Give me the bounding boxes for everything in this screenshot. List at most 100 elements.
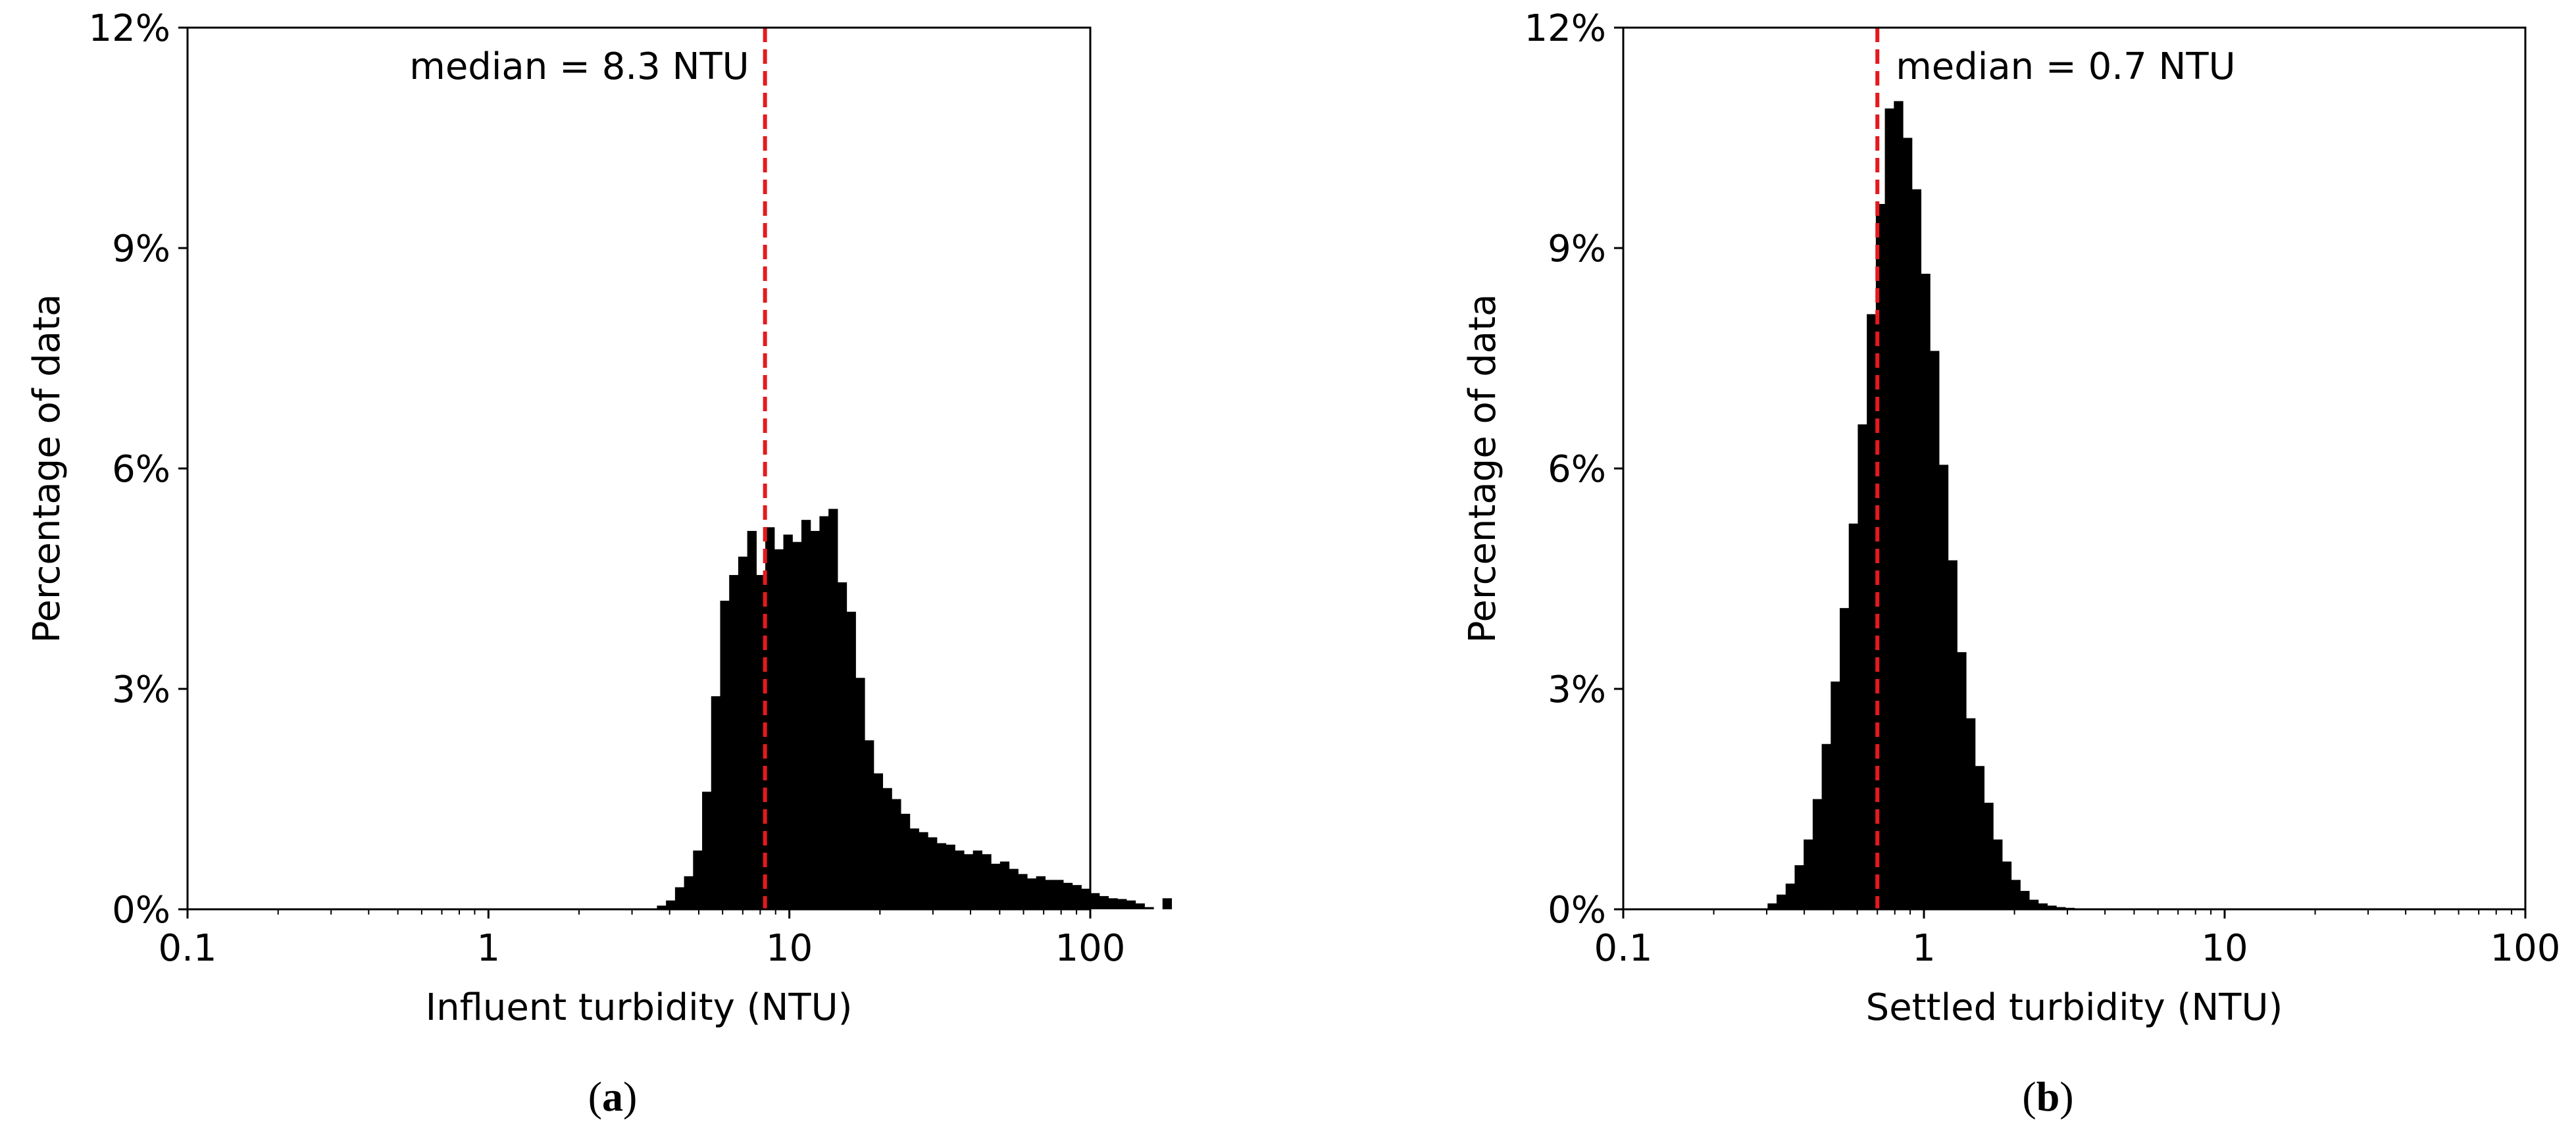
histogram-bar [1785, 883, 1796, 909]
histogram-bar [1921, 274, 1931, 910]
histogram-bar [1848, 523, 1859, 909]
histogram-bar [1072, 885, 1082, 909]
histogram-bar [999, 861, 1010, 909]
histogram-bar [936, 843, 947, 909]
x-axis-label: Influent turbidity (NTU) [426, 986, 853, 1029]
histogram-bar [1063, 882, 1073, 909]
histogram-bar [666, 900, 676, 909]
histogram-bar [657, 905, 667, 909]
histogram-bar [684, 876, 694, 909]
histogram-bar [2038, 903, 2048, 909]
histogram-bar [1144, 907, 1154, 909]
histogram-bar [1794, 865, 1804, 909]
histogram-bar [963, 854, 974, 909]
histogram-bar [928, 837, 938, 909]
histogram-bar [1162, 898, 1173, 909]
histogram-bar [837, 582, 847, 909]
y-tick-label: 9% [112, 228, 170, 270]
histogram-bar [2047, 905, 2057, 909]
histogram-bar [882, 788, 892, 909]
histogram-bar [1903, 138, 1913, 909]
histogram-bar [1135, 903, 1145, 909]
y-tick-label: 6% [1548, 448, 1606, 491]
histogram-bar [1993, 839, 2003, 909]
y-tick-label: 9% [1548, 228, 1606, 270]
axes-frame [1622, 26, 2527, 911]
histogram-bar [2011, 880, 2021, 909]
chart-panel-b: median = 0.7 NTU 0% 3% 6% 9% 12% 0.1 1 10 100 Sett… [1461, 7, 2560, 1120]
x-tick-label: 1 [1912, 927, 1936, 970]
histogram-bar [747, 530, 757, 909]
x-tick-label: 0.1 [158, 927, 216, 970]
x-tick-label: 10 [766, 927, 813, 970]
histogram-bar [1975, 766, 1984, 909]
histogram-bar [1884, 108, 1894, 910]
histogram-bar [2020, 891, 2030, 909]
histogram-bar [1911, 189, 1922, 909]
histogram-bar [846, 611, 856, 909]
histogram-bar [783, 534, 793, 909]
histogram-bar [2002, 861, 2012, 909]
histogram-bar [972, 850, 982, 909]
histogram-bar [774, 549, 784, 909]
y-tick-label: 3% [1548, 668, 1606, 711]
histogram-bar [900, 813, 911, 909]
histogram-bar [865, 740, 874, 909]
x-tick-label: 1 [477, 927, 501, 970]
panel-caption: (b) [2022, 1073, 2073, 1120]
histogram-bar [1026, 878, 1037, 909]
histogram-bar [2029, 899, 2039, 909]
histogram-bar [738, 557, 748, 909]
histogram-bar [1045, 880, 1055, 909]
caption-close: ) [623, 1073, 637, 1120]
histogram-bar [1840, 608, 1850, 909]
chart-panel-a: median = 8.3 NTU 0% 3% 6% 9% 12% 0.1 1 10 100 Infl… [26, 7, 1173, 1120]
y-tick-label: 12% [1525, 7, 1606, 50]
y-tick-label: 6% [112, 448, 170, 491]
x-tick-label: 0.1 [1594, 927, 1652, 970]
histogram-bar [909, 828, 919, 909]
axes-frame [186, 26, 1092, 911]
histogram-bar [1099, 895, 1109, 909]
histogram-bar [892, 799, 901, 909]
histogram-bar [693, 850, 703, 909]
histogram-bars [657, 509, 1173, 909]
y-tick-label: 12% [89, 7, 170, 50]
median-label: median = 0.7 NTU [1896, 45, 2235, 88]
histogram-bar [792, 541, 802, 909]
histogram-bar [946, 844, 955, 909]
x-tick-label: 100 [2490, 927, 2561, 970]
histogram-bar [819, 516, 829, 909]
histogram-bar [1957, 652, 1967, 909]
caption-letter: a [602, 1073, 623, 1120]
histogram-bar [1812, 799, 1823, 909]
panel-caption: (a) [588, 1073, 638, 1120]
histogram-bar [1930, 351, 1940, 909]
histogram-bar [1108, 898, 1118, 909]
y-axis-label: Percentage of data [26, 294, 68, 643]
histogram-bar [855, 678, 865, 909]
histogram-bar [1894, 101, 1904, 909]
caption-open: ( [2022, 1073, 2036, 1120]
histogram-bar [1804, 839, 1813, 909]
histogram-bar [1938, 465, 1949, 909]
histogram-bar [1126, 900, 1136, 909]
histogram-bar [1948, 560, 1957, 909]
histogram-bar [1009, 869, 1019, 909]
histogram-bar [1018, 874, 1028, 909]
x-tick-label: 100 [1055, 927, 1126, 970]
histogram-bar [919, 832, 928, 909]
histogram-bar [674, 887, 685, 909]
x-tick-label: 10 [2201, 927, 2248, 970]
histogram-bar [702, 792, 712, 909]
histogram-bar [1857, 424, 1867, 909]
caption-open: ( [588, 1073, 602, 1120]
histogram-bar [991, 863, 1001, 909]
histogram-bar [982, 854, 992, 909]
histogram-bar [1081, 888, 1091, 909]
histogram-bar [1054, 880, 1064, 909]
y-axis-label: Percentage of data [1461, 294, 1504, 643]
histogram-bar [2056, 907, 2066, 909]
histogram-bar [1777, 894, 1786, 909]
histogram-bar [1831, 681, 1840, 909]
